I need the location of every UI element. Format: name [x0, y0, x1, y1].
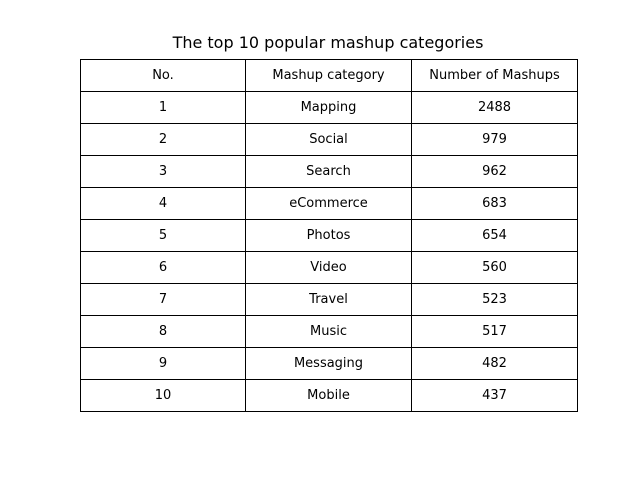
rank-cell: 8	[80, 315, 246, 348]
table-row: 6 Video 560	[80, 251, 578, 284]
header-row: No. Mashup category Number of Mashups	[80, 59, 578, 92]
category-cell: Mobile	[245, 379, 412, 412]
category-cell: Social	[245, 123, 412, 156]
rank-cell: 6	[80, 251, 246, 284]
table-row: 9 Messaging 482	[80, 347, 578, 380]
count-cell: 437	[411, 379, 578, 412]
chart-title: The top 10 popular mashup categories	[172, 33, 484, 52]
table-row: 8 Music 517	[80, 315, 578, 348]
rank-cell: 7	[80, 283, 246, 316]
rank-cell: 1	[80, 91, 246, 124]
mashup-table: No. Mashup category Number of Mashups 1 …	[80, 59, 578, 412]
category-cell: Travel	[245, 283, 412, 316]
category-cell: Mapping	[245, 91, 412, 124]
rank-cell: 9	[80, 347, 246, 380]
table-row: 5 Photos 654	[80, 219, 578, 252]
header-cell-count: Number of Mashups	[411, 59, 578, 92]
count-cell: 979	[411, 123, 578, 156]
table-row: 1 Mapping 2488	[80, 91, 578, 124]
rank-cell: 5	[80, 219, 246, 252]
count-cell: 962	[411, 155, 578, 188]
rank-cell: 2	[80, 123, 246, 156]
rank-cell: 4	[80, 187, 246, 220]
table-row: 4 eCommerce 683	[80, 187, 578, 220]
count-cell: 523	[411, 283, 578, 316]
category-cell: Photos	[245, 219, 412, 252]
category-cell: Messaging	[245, 347, 412, 380]
table-row: 10 Mobile 437	[80, 379, 578, 412]
table-row: 7 Travel 523	[80, 283, 578, 316]
table-row: 3 Search 962	[80, 155, 578, 188]
rank-cell: 3	[80, 155, 246, 188]
header-cell-number: No.	[80, 59, 246, 92]
table-row: 2 Social 979	[80, 123, 578, 156]
table-header: No. Mashup category Number of Mashups	[80, 59, 578, 92]
category-cell: Video	[245, 251, 412, 284]
header-cell-category: Mashup category	[245, 59, 412, 92]
category-cell: Music	[245, 315, 412, 348]
table-body: 1 Mapping 2488 2 Social 979 3 Search 962…	[80, 91, 578, 412]
category-cell: eCommerce	[245, 187, 412, 220]
count-cell: 2488	[411, 91, 578, 124]
count-cell: 517	[411, 315, 578, 348]
count-cell: 683	[411, 187, 578, 220]
count-cell: 560	[411, 251, 578, 284]
rank-cell: 10	[80, 379, 246, 412]
count-cell: 654	[411, 219, 578, 252]
category-cell: Search	[245, 155, 412, 188]
count-cell: 482	[411, 347, 578, 380]
